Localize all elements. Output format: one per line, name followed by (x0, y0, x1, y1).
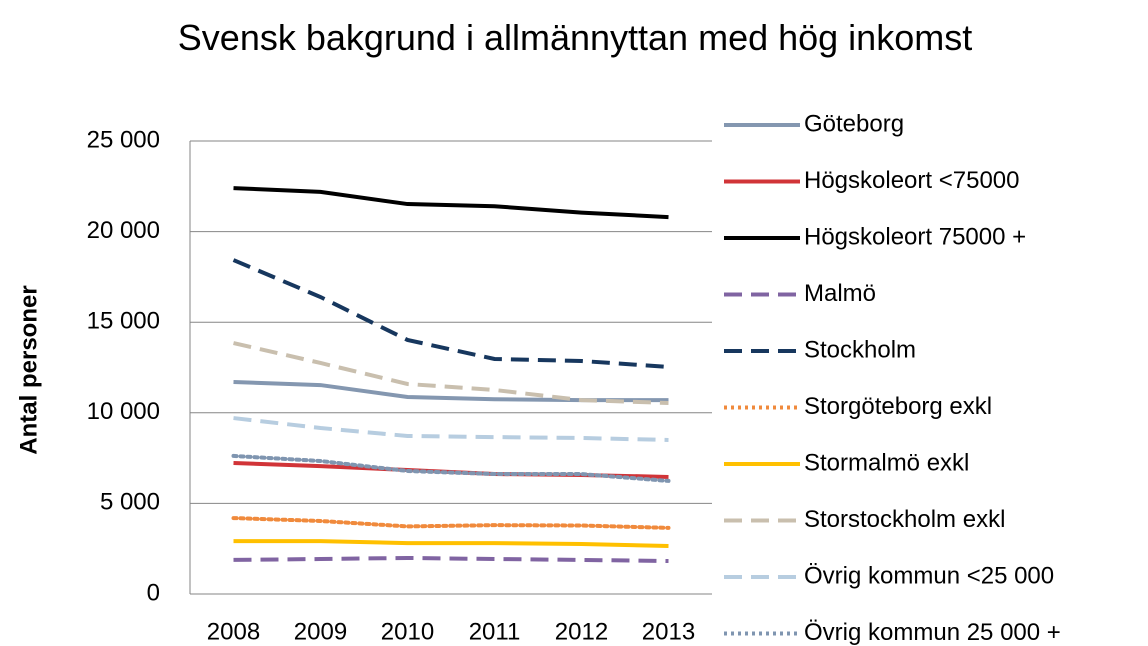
x-tick-label: 2012 (555, 618, 608, 645)
x-tick-label: 2010 (381, 618, 434, 645)
legend-label: Storgöteborg exkl (804, 393, 992, 420)
legend-label: Storstockholm exkl (804, 506, 1005, 533)
series-line (231, 453, 671, 483)
legend-label: Övrig kommun 25 000 + (804, 619, 1061, 646)
x-tick-label: 2009 (294, 618, 347, 645)
series-line (232, 258, 669, 369)
chart-title: Svensk bakgrund i allmännyttan med hög i… (177, 17, 973, 58)
x-tick-label: 2013 (642, 618, 695, 645)
y-tick-label: 10 000 (87, 398, 160, 425)
y-tick-label: 5 000 (100, 489, 160, 516)
legend-label: Stockholm (804, 336, 916, 363)
y-axis-label: Antal personer (15, 285, 42, 454)
y-tick-label: 25 000 (87, 126, 160, 153)
legend-label: Malmö (804, 280, 876, 307)
legend-label: Övrig kommun <25 000 (804, 562, 1054, 589)
series-line (233, 186, 669, 220)
series-line (231, 516, 671, 530)
x-tick-label: 2011 (469, 618, 521, 645)
legend-label: Göteborg (804, 110, 904, 137)
series-line (233, 341, 669, 406)
y-tick-label: 15 000 (87, 308, 160, 335)
series-line (233, 416, 669, 442)
series-line (233, 379, 669, 403)
legend-label: Stormalmö exkl (804, 449, 969, 476)
y-tick-label: 0 (147, 579, 160, 606)
legend-label: Högskoleort <75000 (804, 167, 1019, 194)
y-tick-label: 20 000 (87, 217, 160, 244)
legend-label: Högskoleort 75000 + (804, 223, 1026, 250)
x-tick-label: 2008 (207, 618, 260, 645)
series-line (233, 555, 669, 564)
series-line (233, 539, 669, 548)
